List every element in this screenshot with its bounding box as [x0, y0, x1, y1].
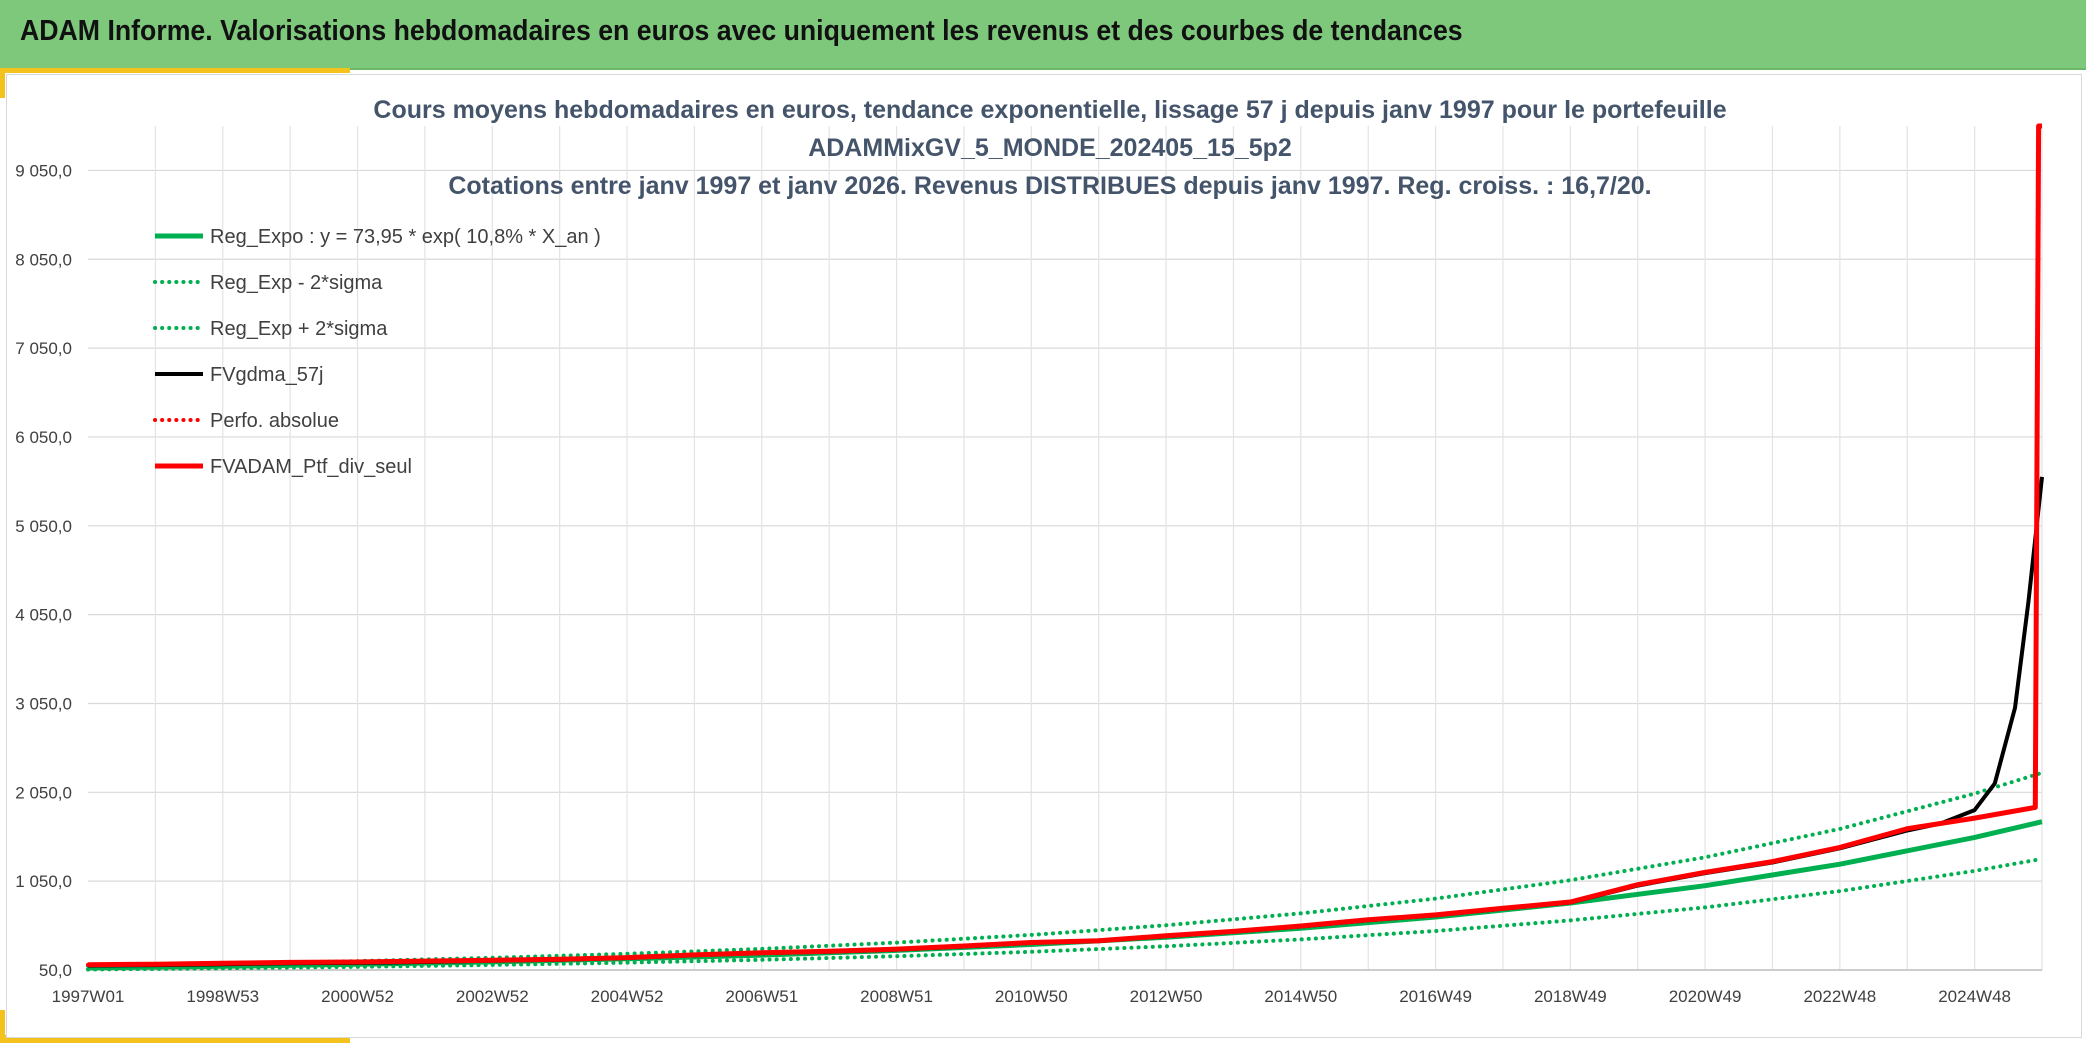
x-axis: 1997W01 1998W53 2000W52 2002W52 2004W52 2006W… — [52, 987, 2011, 1006]
page-title: ADAM Informe. Valorisations hebdomadaire… — [20, 15, 1463, 47]
legend-label-1: Reg_Exp - 2*sigma — [210, 272, 383, 294]
legend-label-3: FVgdma_57j — [210, 364, 323, 386]
legend-label-5: FVADAM_Ptf_div_seul — [210, 456, 412, 478]
chart-title: Cours moyens hebdomadaires en euros, ten… — [373, 96, 1726, 200]
x-tick-label: 2022W48 — [1803, 987, 1876, 1006]
x-tick-label: 1998W53 — [186, 987, 259, 1006]
chart-series — [86, 123, 2044, 972]
chart-title-line-1: Cours moyens hebdomadaires en euros, ten… — [373, 96, 1726, 124]
x-tick-label: 2000W52 — [321, 987, 394, 1006]
header-banner: ADAM Informe. Valorisations hebdomadaire… — [0, 0, 2086, 70]
y-tick-label: 2 050,0 — [15, 783, 72, 802]
legend-label-0: Reg_Expo : y = 73,95 * exp( 10,8% * X_an… — [210, 226, 601, 248]
x-tick-label: 1997W01 — [52, 987, 125, 1006]
series-line-1 — [86, 856, 2044, 972]
x-tick-label: 2024W48 — [1938, 987, 2011, 1006]
accent-bar-left — [0, 68, 5, 98]
x-tick-label: 2014W50 — [1264, 987, 1337, 1006]
legend-label-4: Perfo. absolue — [210, 410, 339, 432]
series-line-5 — [87, 123, 2042, 968]
y-tick-label: 8 050,0 — [15, 250, 72, 269]
x-tick-label: 2008W51 — [860, 987, 933, 1006]
accent-bar-bottom — [0, 1035, 350, 1043]
x-tick-label: 2006W51 — [725, 987, 798, 1006]
legend-label-2: Reg_Exp + 2*sigma — [210, 318, 388, 340]
y-tick-label: 5 050,0 — [15, 517, 72, 536]
x-tick-label: 2004W52 — [591, 987, 664, 1006]
x-tick-label: 2018W49 — [1534, 987, 1607, 1006]
x-tick-label: 2016W49 — [1399, 987, 1472, 1006]
x-tick-label: 2002W52 — [456, 987, 529, 1006]
chart-title-line-2: ADAMMixGV_5_MONDE_202405_15_5p2 — [808, 134, 1292, 162]
series-line-4 — [86, 124, 2044, 967]
accent-bar-bottom-left — [0, 1010, 5, 1043]
series-line-0 — [87, 819, 2043, 971]
y-axis: 50,0 1 050,0 2 050,0 3 050,0 4 050,0 5 050,0 6… — [15, 161, 72, 980]
y-tick-label: 9 050,0 — [15, 161, 72, 180]
accent-bar-top — [0, 68, 350, 73]
chart-grid — [88, 126, 2043, 971]
y-tick-label: 6 050,0 — [15, 428, 72, 447]
chart-title-line-3: Cotations entre janv 1997 et janv 2026. … — [448, 172, 1651, 200]
legend: Reg_Expo : y = 73,95 * exp( 10,8% * X_an… — [153, 226, 601, 478]
series-line-3 — [87, 476, 2044, 968]
y-tick-label: 3 050,0 — [15, 694, 72, 713]
y-tick-label: 50,0 — [39, 961, 72, 980]
y-tick-label: 7 050,0 — [15, 339, 72, 358]
y-tick-label: 4 050,0 — [15, 606, 72, 625]
chart-frame — [6, 74, 2082, 1038]
series-line-2 — [86, 770, 2044, 968]
x-tick-label: 2010W50 — [995, 987, 1068, 1006]
x-tick-label: 2012W50 — [1130, 987, 1203, 1006]
y-tick-label: 1 050,0 — [15, 872, 72, 891]
x-tick-label: 2020W49 — [1669, 987, 1742, 1006]
